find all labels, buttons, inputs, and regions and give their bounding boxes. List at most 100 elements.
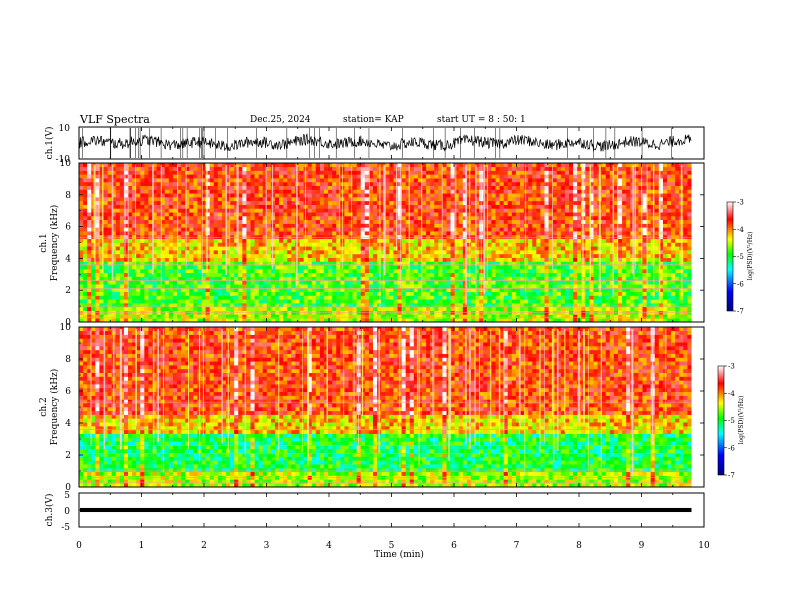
spectrogram-cell bbox=[507, 318, 513, 323]
spectrogram-cell bbox=[340, 272, 345, 277]
spectrogram-cell bbox=[303, 291, 308, 296]
spectrogram-cell bbox=[177, 212, 182, 217]
spectrogram-cell bbox=[213, 272, 219, 277]
spectrogram-cell bbox=[91, 295, 96, 300]
spectrogram-cell bbox=[205, 212, 210, 217]
spectrogram-cell bbox=[397, 269, 402, 274]
spectrogram-cell bbox=[250, 306, 255, 311]
spectrogram-cell bbox=[401, 299, 406, 304]
spectrogram-cell bbox=[181, 227, 186, 232]
spectrogram-cell bbox=[377, 178, 382, 183]
spectrogram-cell bbox=[168, 257, 174, 262]
spectrogram-cell bbox=[160, 170, 166, 175]
spectrogram-cell bbox=[491, 253, 496, 258]
ch1-waveform-trace bbox=[78, 128, 692, 158]
spectrogram-cell bbox=[356, 189, 362, 194]
spectrogram-cell bbox=[115, 178, 121, 183]
spectrogram-cell bbox=[536, 170, 541, 175]
spectrogram-cell bbox=[250, 216, 255, 221]
spectrogram-cell bbox=[458, 212, 464, 217]
spectrogram-cell bbox=[417, 174, 423, 179]
spectrogram-cell bbox=[446, 174, 451, 179]
spectrogram-cell bbox=[270, 269, 276, 274]
spectrogram-cell bbox=[144, 238, 149, 243]
spectrogram-cell bbox=[311, 178, 317, 183]
spectrogram-cell bbox=[205, 163, 210, 168]
spectrogram-cell bbox=[197, 208, 202, 213]
spectrogram-cell bbox=[499, 216, 504, 221]
spectrogram-cell bbox=[189, 242, 194, 247]
spectrogram-cell bbox=[246, 227, 251, 232]
spectrogram-cell bbox=[91, 166, 96, 171]
spectrogram-cell bbox=[140, 242, 145, 247]
spectrogram-cell bbox=[377, 219, 382, 224]
spectrogram-cell bbox=[483, 219, 488, 224]
spectrogram-cell bbox=[377, 208, 382, 213]
spectrogram-cell bbox=[475, 276, 480, 281]
spectrogram-cell bbox=[479, 306, 484, 311]
spectrogram-cell bbox=[111, 299, 117, 304]
spectrogram-cell bbox=[99, 265, 104, 270]
spectrogram-cell bbox=[405, 246, 411, 251]
spectrogram-cell bbox=[307, 314, 313, 319]
spectrogram-cell bbox=[287, 193, 292, 198]
spectrogram-cell bbox=[128, 287, 133, 293]
spectrogram-cell bbox=[279, 276, 284, 281]
spectrogram-cell bbox=[397, 306, 402, 311]
spectrogram-cell bbox=[164, 314, 170, 319]
spectrogram-cell bbox=[434, 253, 439, 258]
spectrogram-cell bbox=[487, 231, 492, 236]
spectrogram-cell bbox=[368, 242, 374, 247]
spectrogram-cell bbox=[262, 291, 268, 296]
spectrogram-cell bbox=[373, 257, 378, 262]
ch1-spectrogram-image bbox=[79, 163, 704, 323]
spectrogram-cell bbox=[552, 295, 558, 300]
spectrogram-cell bbox=[115, 234, 121, 240]
spectrogram-cell bbox=[409, 200, 415, 205]
spectrogram-cell bbox=[413, 193, 419, 198]
spectrogram-cell bbox=[483, 163, 488, 168]
spectrogram-cell bbox=[172, 204, 178, 209]
spectrogram-cell bbox=[507, 170, 513, 175]
spectrogram-cell bbox=[515, 291, 521, 296]
spectrogram-cell bbox=[458, 242, 464, 247]
spectrogram-cell bbox=[471, 204, 476, 209]
spectrogram-cell bbox=[438, 174, 443, 179]
spectrogram-cell bbox=[234, 265, 239, 270]
spectrogram-cell bbox=[434, 197, 439, 202]
spectrogram-cell bbox=[348, 193, 353, 198]
spectrogram-cell bbox=[287, 253, 292, 258]
spectrogram-cell bbox=[520, 269, 525, 274]
spectrogram-cell bbox=[246, 170, 251, 175]
spectrogram-cell bbox=[275, 208, 280, 213]
spectrogram-cell bbox=[446, 306, 451, 311]
spectrogram-cell bbox=[450, 303, 455, 308]
spectrogram-cell bbox=[201, 208, 206, 213]
spectrogram-cell bbox=[291, 280, 296, 285]
spectrogram-cell bbox=[168, 287, 174, 293]
spectrogram-cell bbox=[544, 306, 549, 311]
spectrogram-cell bbox=[128, 223, 133, 228]
spectrogram-cell bbox=[434, 306, 439, 311]
spectrogram-cell bbox=[254, 303, 259, 308]
spectrogram-cell bbox=[413, 231, 419, 236]
spectrogram-cell bbox=[405, 250, 411, 255]
spectrogram-cell bbox=[426, 200, 431, 205]
spectrogram-cell bbox=[136, 223, 141, 228]
spectrogram-cell bbox=[99, 200, 104, 205]
spectrogram-cell bbox=[438, 238, 443, 243]
spectrogram-cell bbox=[242, 250, 247, 255]
spectrogram-cell bbox=[164, 238, 170, 243]
spectrogram-cell bbox=[471, 257, 476, 262]
spectrogram-cell bbox=[234, 303, 239, 308]
spectrogram-cell bbox=[270, 291, 276, 296]
spectrogram-cell bbox=[160, 185, 166, 190]
spectrogram-cell bbox=[544, 170, 549, 175]
spectrogram-cell bbox=[515, 193, 521, 198]
spectrogram-cell bbox=[103, 295, 108, 300]
spectrogram-cell bbox=[328, 250, 333, 255]
spectrogram-cell bbox=[356, 227, 362, 232]
spectrogram-cell bbox=[283, 166, 288, 171]
spectrogram-cell bbox=[409, 284, 415, 289]
spectrogram-cell bbox=[95, 208, 100, 213]
